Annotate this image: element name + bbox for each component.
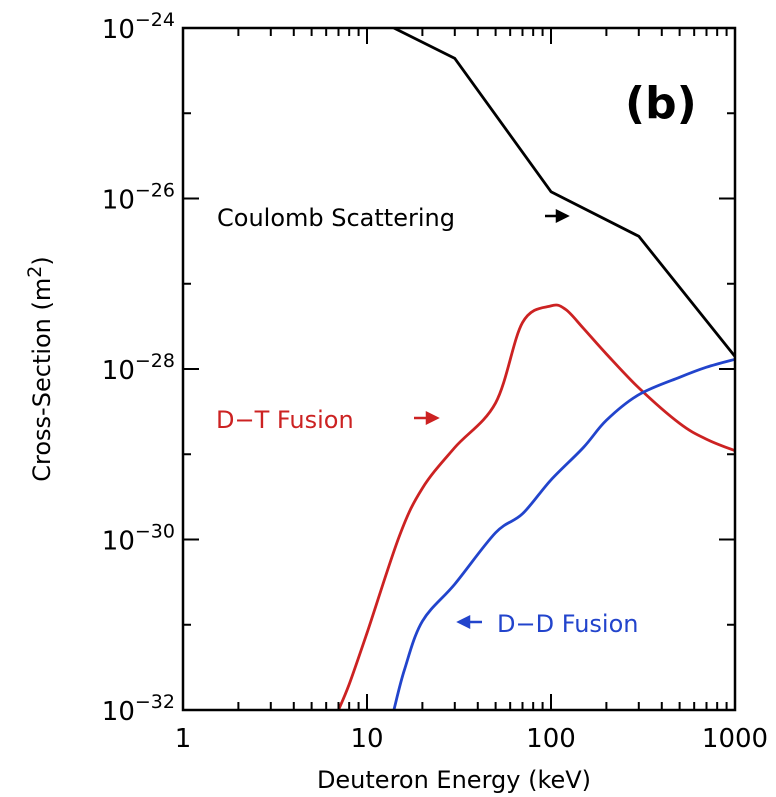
annotation-coulomb-scattering: Coulomb Scattering (217, 204, 570, 232)
x-tick-label: 1000 (702, 724, 768, 754)
y-tick-label: 10−30 (102, 521, 175, 557)
y-tick-label: 10−32 (102, 691, 175, 727)
x-tick-label: 100 (526, 724, 576, 754)
panel-label: (b) (625, 78, 697, 129)
series-layer (337, 28, 735, 710)
annotation-coulomb-text: Coulomb Scattering (217, 204, 455, 232)
left-arrow-icon (456, 614, 482, 630)
dd-fusion-line (392, 357, 735, 710)
dt-fusion-line (337, 303, 735, 710)
labels-layer: 1 10 100 1000 10−24 10−26 10−28 10−30 10−32 (102, 9, 768, 754)
annotation-dd-fusion: D−D Fusion (456, 610, 638, 638)
annotation-dd-text: D−D Fusion (497, 610, 638, 638)
y-axis-title-sup: 2 (24, 266, 46, 278)
plot-frame (181, 26, 737, 712)
ticks-layer (182, 27, 735, 711)
x-tick-label: 1 (175, 724, 192, 754)
annotation-dt-fusion: D−T Fusion (216, 406, 440, 434)
right-arrow-icon (414, 410, 440, 426)
y-axis-title-end: ) (28, 256, 56, 265)
x-axis-title: Deuteron Energy (keV) (317, 766, 591, 794)
annotation-dt-text: D−T Fusion (216, 406, 354, 434)
y-axis-title: Cross-Section (m2) (24, 256, 56, 481)
x-tick-label: 10 (350, 724, 383, 754)
y-tick-label: 10−28 (102, 350, 175, 386)
y-tick-label: 10−26 (102, 180, 175, 216)
y-axis-title-main: Cross-Section (m (28, 278, 56, 482)
coulomb-scattering-line (393, 28, 735, 358)
right-arrow-icon (545, 208, 570, 224)
y-tick-label: 10−24 (102, 9, 175, 45)
